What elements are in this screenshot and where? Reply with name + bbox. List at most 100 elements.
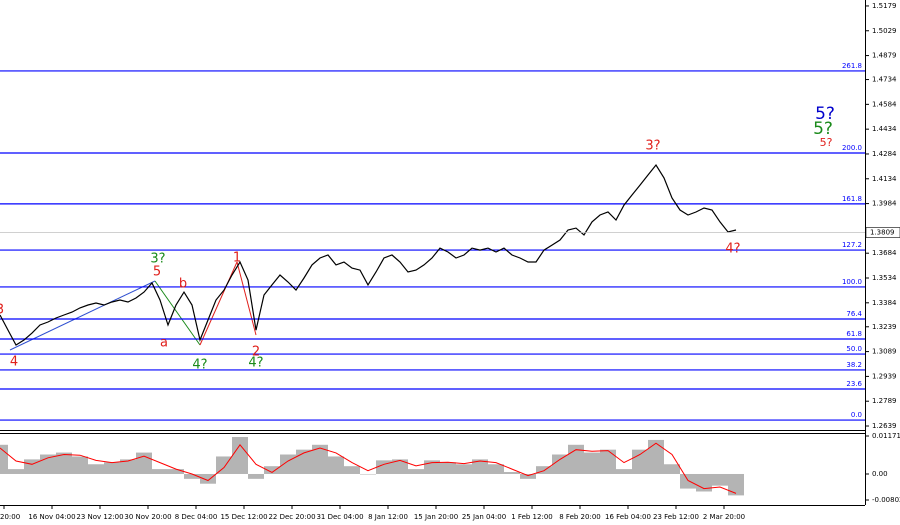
x-tick-label: 8 Jan 12:00 xyxy=(368,513,408,521)
histogram-bar xyxy=(232,437,248,474)
histogram-bar xyxy=(472,459,488,474)
fib-label: 161.8 xyxy=(842,195,862,203)
histogram-bar xyxy=(568,444,584,474)
x-tick-label: 23 Nov 12:00 xyxy=(76,513,123,521)
wave-label: 5? xyxy=(813,119,833,139)
y-tick-label: 1.3384 xyxy=(872,299,897,307)
x-tick-label: 22 Dec 20:00 xyxy=(268,513,315,521)
x-tick-label: 30 Nov 20:00 xyxy=(124,513,171,521)
histogram-bar xyxy=(456,464,472,474)
y-tick-label: 1.5179 xyxy=(872,2,897,10)
x-tick-label: 1 Feb 12:00 xyxy=(511,513,552,521)
fib-label: 38.2 xyxy=(846,361,862,369)
y-tick-label: 1.4284 xyxy=(872,150,897,158)
wave-label: 3? xyxy=(150,252,165,267)
fib-label: 127.2 xyxy=(842,241,862,249)
y-tick-label: 0.00 xyxy=(872,470,888,478)
histogram-bar xyxy=(488,464,504,474)
y-tick-label: 1.4584 xyxy=(872,100,897,108)
histogram-bar xyxy=(248,473,264,479)
histogram-bar xyxy=(664,464,680,474)
y-tick-label: 1.4134 xyxy=(872,175,897,183)
wave-label: 1 xyxy=(233,251,241,266)
wave-label: 2 xyxy=(252,345,260,360)
trend-line xyxy=(236,261,257,336)
wave-label: 4? xyxy=(248,356,263,371)
histogram-bar xyxy=(72,456,88,474)
wave-label: 3? xyxy=(645,139,660,154)
histogram-bar xyxy=(376,460,392,474)
histogram-bar xyxy=(264,466,280,474)
histogram-bar xyxy=(8,469,24,474)
x-tick-label: 31 Dec 04:00 xyxy=(316,513,363,521)
histogram-bar xyxy=(680,473,696,489)
histogram-bar xyxy=(712,473,728,486)
histogram-bar xyxy=(440,462,456,474)
fib-label: 261.8 xyxy=(842,62,862,70)
histogram-bar xyxy=(296,449,312,474)
y-tick-label: 1.3089 xyxy=(872,348,897,356)
histogram-bar xyxy=(392,459,408,474)
histogram-bar xyxy=(728,473,744,496)
wave-label: 5? xyxy=(820,136,833,149)
x-tick-label: 15 Jan 20:00 xyxy=(414,513,458,521)
histogram-bar xyxy=(616,469,632,474)
fib-label: 0.0 xyxy=(851,411,862,419)
wave-label: 5? xyxy=(815,104,835,124)
histogram-bar xyxy=(0,444,8,474)
histogram-bar xyxy=(56,452,72,474)
trend-line xyxy=(199,261,238,346)
y-tick-label: 1.5029 xyxy=(872,27,897,35)
histogram-bar xyxy=(168,469,184,474)
histogram-bar xyxy=(408,469,424,474)
signal-line xyxy=(0,442,737,494)
y-tick-label: 1.4734 xyxy=(872,76,897,84)
histogram-bar xyxy=(648,439,664,474)
x-tick-label: 16 Nov 04:00 xyxy=(28,513,75,521)
fib-label: 61.8 xyxy=(846,330,862,338)
histogram-bar xyxy=(504,472,520,474)
y-tick-label: 1.4879 xyxy=(872,52,897,60)
x-tick-label: 8 Feb 20:00 xyxy=(559,513,600,521)
histogram-bar xyxy=(328,456,344,474)
histogram-bar xyxy=(344,466,360,474)
x-tick-label: 15 Dec 12:00 xyxy=(220,513,267,521)
fib-label: 76.4 xyxy=(846,310,862,318)
histogram-bar xyxy=(88,464,104,474)
wave-label: 5 xyxy=(153,265,161,280)
histogram-bar xyxy=(216,456,232,474)
histogram-bar xyxy=(280,454,296,474)
x-tick-label: 25 Jan 04:00 xyxy=(462,513,506,521)
histogram-bar xyxy=(632,449,648,474)
last-price-label: 1.3809 xyxy=(870,229,895,237)
fib-label: 200.0 xyxy=(842,144,862,152)
y-tick-label: -0.00802 xyxy=(872,496,900,504)
x-tick-label: 8 Dec 04:00 xyxy=(175,513,218,521)
histogram-bar xyxy=(600,449,616,474)
fib-label: 100.0 xyxy=(842,278,862,286)
wave-label: b xyxy=(179,277,187,292)
wave-label: 4? xyxy=(725,242,740,257)
x-tick-label: 23 Feb 12:00 xyxy=(653,513,699,521)
price-line xyxy=(0,163,737,346)
x-tick-label: 16 Feb 04:00 xyxy=(605,513,651,521)
y-tick-label: 1.3239 xyxy=(872,323,897,331)
y-tick-label: 1.4434 xyxy=(872,125,897,133)
histogram-bar xyxy=(152,469,168,474)
histogram-bar xyxy=(200,473,216,484)
histogram-bar xyxy=(584,452,600,474)
histogram-bar xyxy=(184,473,200,479)
wave-label: 4? xyxy=(192,358,207,373)
fib-label: 23.6 xyxy=(846,380,862,388)
trend-line xyxy=(154,280,201,346)
fib-label: 50.0 xyxy=(846,345,862,353)
histogram-bar xyxy=(552,454,568,474)
histogram-bar xyxy=(120,459,136,474)
histogram-bar xyxy=(104,462,120,474)
y-tick-label: 1.3684 xyxy=(872,249,897,257)
wave-label: 4 xyxy=(10,355,18,370)
wave-label: a xyxy=(160,336,168,351)
y-tick-label: 1.2939 xyxy=(872,372,897,380)
